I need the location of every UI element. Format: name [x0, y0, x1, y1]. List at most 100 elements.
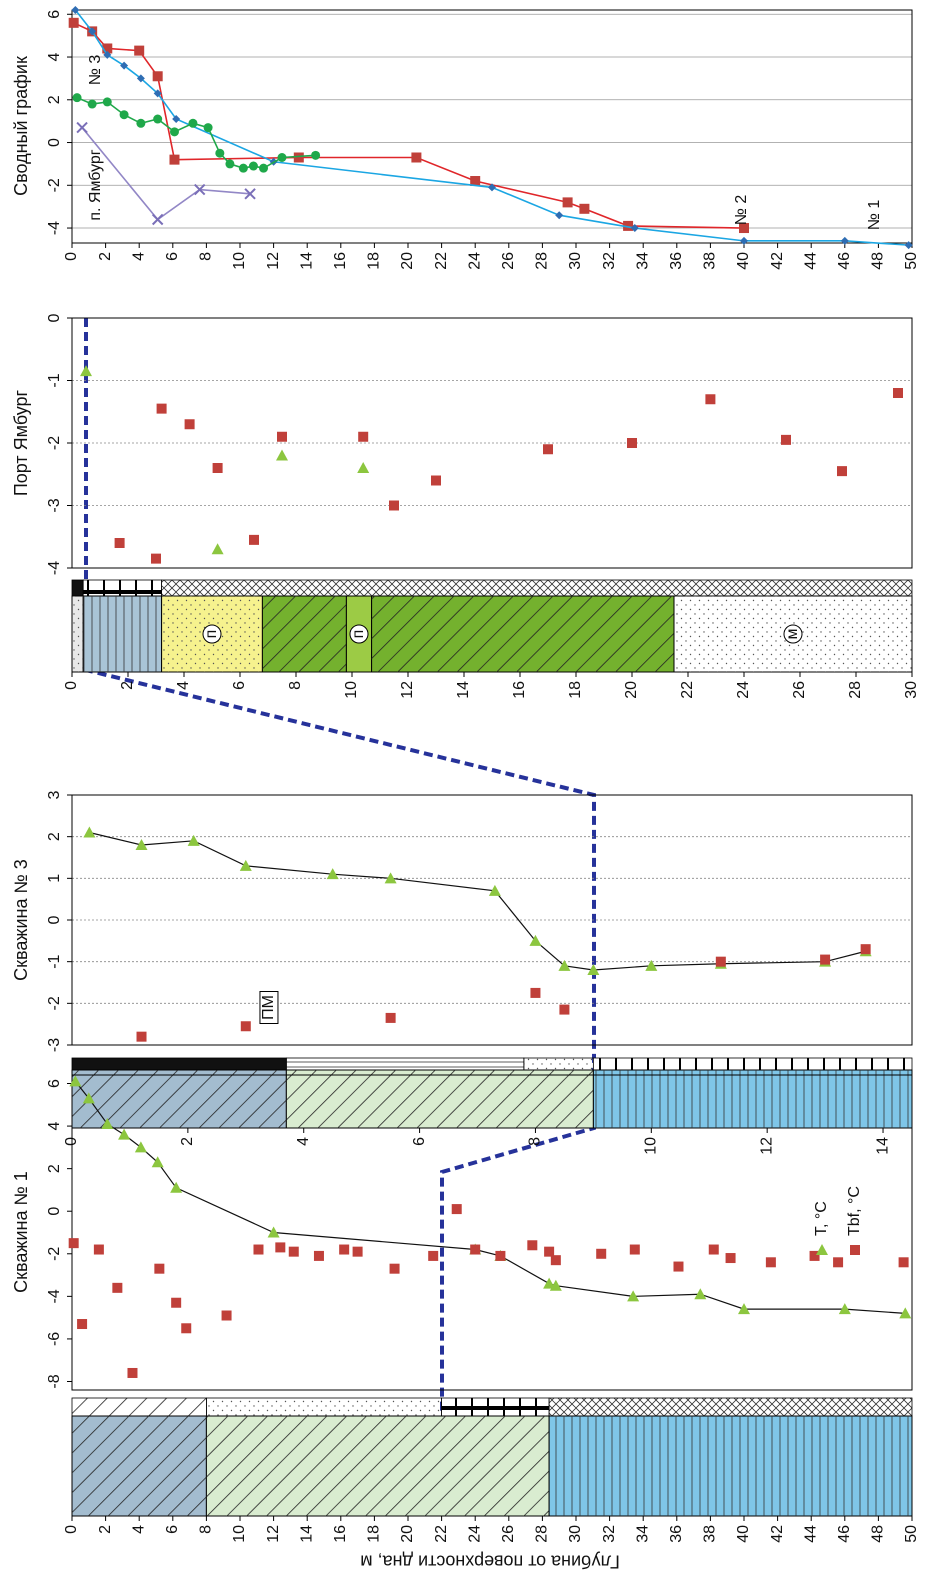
x-tick-label: 48	[870, 252, 887, 270]
marker	[353, 1247, 363, 1257]
marker	[225, 159, 234, 168]
marker	[766, 1257, 776, 1267]
marker	[339, 1245, 349, 1255]
y-tick-label: -4	[46, 561, 63, 575]
x-tick-label: 8	[287, 681, 304, 690]
marker	[241, 1021, 251, 1031]
x-tick-label: 8	[198, 252, 215, 261]
marker	[579, 204, 589, 214]
marker	[134, 46, 144, 56]
x-tick-label: 28	[534, 1525, 551, 1543]
x-tick-label: 0	[63, 1525, 80, 1534]
x-tick-label: 22	[433, 252, 450, 270]
layer-label: м	[784, 629, 801, 640]
x-tick-label: 28	[534, 252, 551, 270]
x-tick-label: 36	[668, 1525, 685, 1543]
marker	[103, 97, 112, 106]
marker	[495, 1251, 505, 1261]
x-tick-label: 30	[567, 1525, 584, 1543]
x-tick-label: 34	[634, 252, 651, 270]
x-tick-label: 30	[903, 681, 920, 699]
marker	[544, 1247, 554, 1257]
x-tick-label: 6	[411, 1137, 428, 1146]
x-tick-label: 18	[366, 1525, 383, 1543]
marker	[153, 115, 162, 124]
y-tick-label: -2	[46, 1247, 63, 1261]
cap-layer	[83, 580, 161, 596]
y-tick-label: -4	[46, 1289, 63, 1303]
cap-layer	[72, 580, 83, 596]
marker	[170, 127, 179, 136]
cap-layer	[524, 1058, 594, 1070]
marker	[215, 149, 224, 158]
marker	[120, 110, 129, 119]
x-tick-label: 26	[500, 1525, 517, 1543]
marker	[527, 1240, 537, 1250]
marker	[77, 123, 87, 133]
x-tick-label: 6	[164, 252, 181, 261]
marker	[213, 463, 223, 473]
x-tick-label: 12	[399, 681, 416, 699]
marker	[740, 237, 748, 245]
x-tick-label: 2	[119, 681, 136, 690]
x-tick-label: 2	[97, 252, 114, 261]
y-tick-label: 0	[46, 915, 63, 924]
y-tick-label: 2	[46, 1164, 63, 1173]
x-tick-label: 44	[802, 252, 819, 270]
marker	[716, 957, 726, 967]
y-tick-label: 2	[46, 832, 63, 841]
x-tick-label: 16	[511, 681, 528, 699]
marker	[694, 1288, 706, 1299]
lithology-pattern	[83, 596, 161, 672]
y-tick-label: -1	[46, 373, 63, 387]
x-tick-label: 10	[343, 681, 360, 699]
marker	[389, 501, 399, 511]
y-tick-label: -3	[46, 1038, 63, 1052]
series-label: № 1	[866, 200, 883, 231]
y-tick-label: 2	[46, 95, 63, 104]
marker	[278, 153, 287, 162]
lithology-pattern	[72, 1416, 206, 1516]
marker	[249, 535, 259, 545]
x-tick-label: 4	[130, 1525, 147, 1534]
marker	[311, 151, 320, 160]
marker	[181, 1323, 191, 1333]
marker	[543, 444, 553, 454]
marker	[135, 1141, 147, 1152]
lithology-pattern	[286, 1070, 593, 1128]
marker	[169, 155, 179, 165]
marker	[850, 1245, 860, 1255]
x-tick-label: 16	[332, 252, 349, 270]
x-tick-label: 10	[231, 1525, 248, 1543]
x-tick-label: 32	[601, 252, 618, 270]
x-tick-label: 12	[758, 1137, 775, 1155]
marker	[899, 1257, 909, 1267]
marker	[80, 365, 92, 376]
x-tick-label: 20	[399, 1525, 416, 1543]
lithology-pattern	[372, 596, 674, 672]
marker	[452, 1204, 462, 1214]
x-tick-label: 46	[836, 252, 853, 270]
marker	[94, 1245, 104, 1255]
x-tick-label: 36	[668, 252, 685, 270]
marker	[551, 1255, 561, 1265]
x-tick-label: 10	[231, 252, 248, 270]
marker	[277, 432, 287, 442]
marker	[170, 1182, 182, 1193]
x-tick-label: 26	[500, 252, 517, 270]
x-tick-label: 30	[567, 252, 584, 270]
x-tick-label: 8	[198, 1525, 215, 1534]
x-tick-label: 22	[433, 1525, 450, 1543]
marker	[673, 1262, 683, 1272]
y-tick-label: 6	[46, 1079, 63, 1088]
x-tick-label: 4	[175, 681, 192, 690]
plot-frame	[72, 10, 912, 243]
series-line	[74, 23, 744, 228]
connector-lines	[86, 318, 594, 1516]
series-label: п. Ямбург	[87, 149, 104, 220]
lithology-pattern	[593, 1070, 912, 1128]
marker	[357, 462, 369, 473]
x-tick-label: 32	[601, 1525, 618, 1543]
marker	[249, 162, 258, 171]
marker	[69, 1238, 79, 1248]
